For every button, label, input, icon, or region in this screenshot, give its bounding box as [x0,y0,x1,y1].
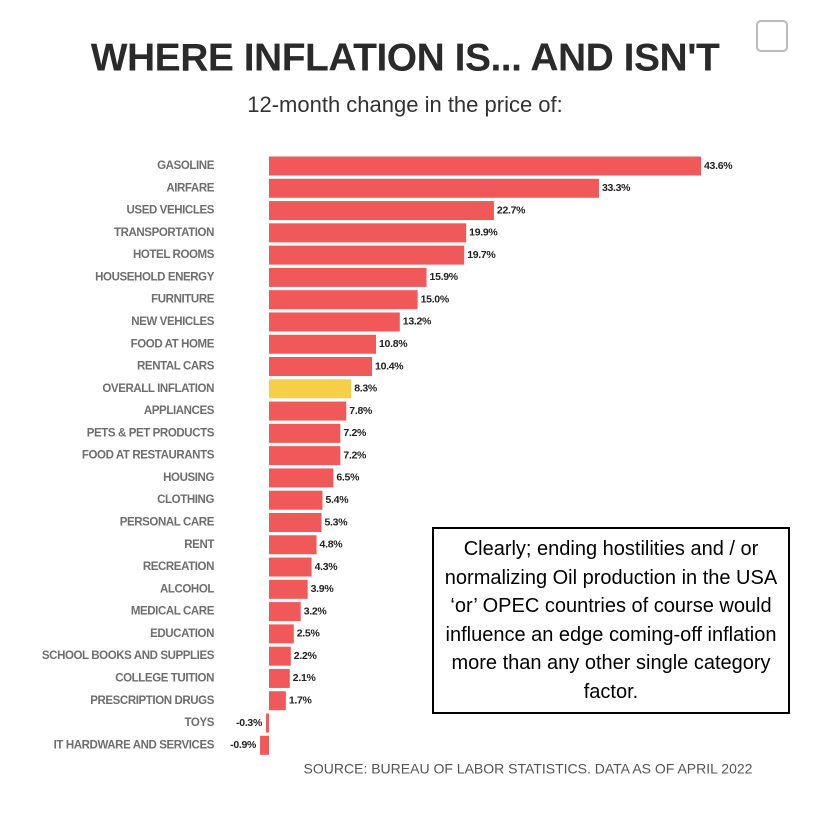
bar [269,602,301,622]
category-label: GASOLINE [157,160,215,172]
value-label: 22.7% [497,204,526,216]
value-label: 4.3% [315,561,339,573]
annotation: Clearly; ending hostilities and / or nor… [444,538,778,703]
bar [269,312,400,332]
value-label: 19.9% [469,227,498,239]
chart-title: WHERE INFLATION IS... AND ISN'T [91,36,720,79]
bar [269,624,294,644]
annotation-box: Clearly; ending hostilities and / or nor… [432,527,790,714]
bar [269,290,418,310]
value-label: 33.3% [602,182,631,194]
bar [269,579,308,599]
bar [269,668,290,688]
bar [269,223,467,243]
category-label: HOUSING [163,472,214,484]
value-label: 8.3% [354,383,378,395]
bar [269,334,377,354]
value-label: 15.9% [430,271,459,283]
bar [269,446,341,466]
category-label: EDUCATION [150,628,214,640]
category-label: HOUSEHOLD ENERGY [95,271,215,283]
category-label: PRESCRIPTION DRUGS [90,695,215,707]
bar [269,156,701,176]
value-label: 10.4% [375,360,404,372]
bar [260,735,269,755]
category-label: APPLIANCES [144,405,215,417]
value-label: 15.0% [421,293,450,305]
bar [269,401,347,421]
value-label: 1.7% [289,695,313,707]
source: SOURCE: BUREAU OF LABOR STATISTICS. DATA… [304,761,753,777]
category-label: RECREATION [143,561,214,573]
bar [269,691,286,711]
category-label: TOYS [184,717,214,729]
category-label: ALCOHOL [160,583,214,595]
bar [269,245,465,265]
value-label: 7.2% [343,427,367,439]
category-label: NEW VEHICLES [131,316,214,328]
category-label: RENTAL CARS [137,361,215,373]
value-label: 13.2% [403,316,432,328]
category-label: SCHOOL BOOKS AND SUPPLIES [42,650,215,662]
bar [269,201,494,221]
value-label: 5.3% [325,516,349,528]
category-label: FOOD AT RESTAURANTS [82,450,215,462]
bar [269,357,373,377]
bar [269,512,322,532]
category-label: HOTEL ROOMS [133,249,215,261]
category-label: CLOTHING [157,494,214,506]
value-label: 19.7% [467,249,496,261]
category-label: MEDICAL CARE [131,606,215,618]
value-label: 2.5% [297,628,321,640]
value-label: 43.6% [704,160,733,172]
bar [269,379,352,399]
value-label: 3.9% [311,583,335,595]
value-label: 2.2% [294,650,318,662]
category-label: OVERALL INFLATION [102,383,214,395]
value-label: 5.4% [326,494,350,506]
bar [269,423,341,443]
value-label: 7.2% [343,449,367,461]
bar [269,178,599,198]
category-label: FURNITURE [151,294,215,306]
bar [266,713,269,733]
category-label: RENT [184,539,214,551]
value-label: -0.3% [236,717,263,729]
bar [269,468,334,488]
value-label: 7.8% [349,405,373,417]
bar [269,535,317,555]
value-label: -0.9% [230,739,257,751]
corner-icon [756,20,788,52]
category-label: IT HARDWARE AND SERVICES [54,739,215,751]
bar [269,267,427,287]
category-label: USED VEHICLES [127,205,215,217]
category-label: AIRFARE [166,182,214,194]
category-label: PETS & PET PRODUCTS [87,427,215,439]
category-label: COLLEGE TUITION [115,672,214,684]
value-label: 4.8% [320,539,344,551]
bar [269,557,312,577]
value-label: 6.5% [336,472,360,484]
value-label: 3.2% [304,605,328,617]
category-label: FOOD AT HOME [131,338,215,350]
value-label: 2.1% [293,672,317,684]
category-label: PERSONAL CARE [120,517,215,529]
chart-subtitle: 12-month change in the price of: [247,92,563,117]
bar [269,646,291,666]
category-label: TRANSPORTATION [114,227,214,239]
value-label: 10.8% [379,338,408,350]
bar [269,490,323,510]
